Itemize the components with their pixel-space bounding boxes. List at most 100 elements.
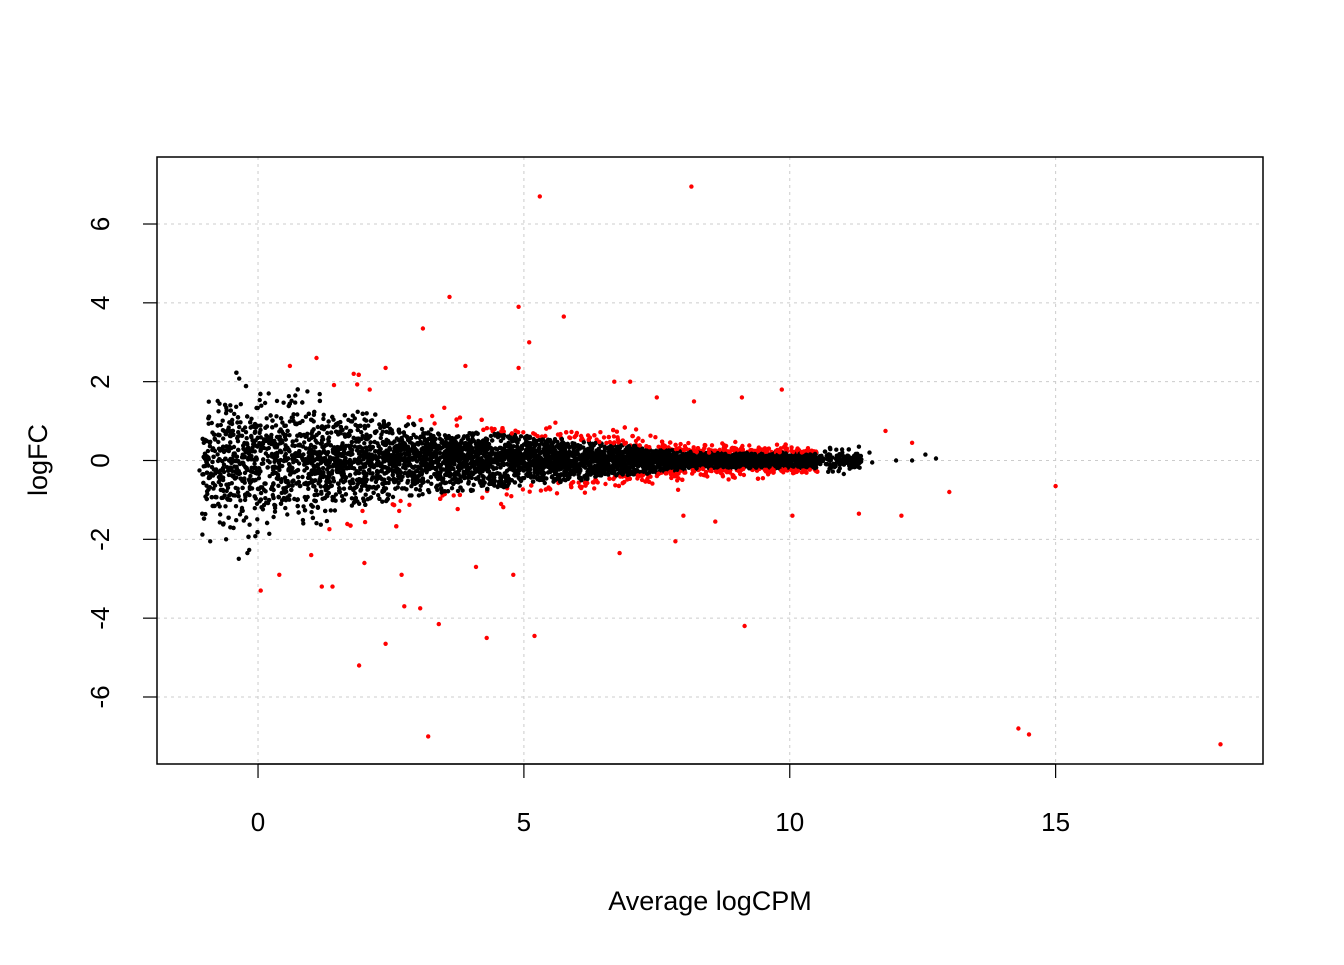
data-point — [268, 460, 272, 464]
data-point — [761, 476, 765, 480]
data-point — [242, 441, 246, 445]
data-point — [252, 466, 256, 470]
data-point — [230, 481, 234, 485]
data-point — [455, 423, 459, 427]
data-point — [641, 439, 645, 443]
data-point — [280, 491, 284, 495]
data-point — [582, 440, 586, 444]
data-point — [344, 426, 348, 430]
data-point — [333, 508, 337, 512]
data-point — [334, 492, 338, 496]
data-point — [391, 495, 395, 499]
data-point — [332, 383, 336, 387]
data-point — [301, 518, 305, 522]
data-point — [456, 507, 460, 511]
data-point — [210, 421, 214, 425]
data-point — [592, 486, 596, 490]
data-point — [342, 487, 346, 491]
data-point — [492, 432, 496, 436]
data-point — [283, 506, 287, 510]
data-point — [442, 406, 446, 410]
data-point — [309, 510, 313, 514]
data-point — [306, 487, 310, 491]
data-point — [263, 489, 267, 493]
data-point — [259, 491, 263, 495]
data-point — [302, 440, 306, 444]
data-point — [407, 503, 411, 507]
data-point — [314, 521, 318, 525]
data-point — [266, 465, 270, 469]
data-point — [241, 509, 245, 513]
data-point — [569, 430, 573, 434]
data-point — [221, 467, 225, 471]
data-point — [295, 412, 299, 416]
data-point — [362, 441, 366, 445]
data-point — [237, 376, 241, 380]
data-point — [363, 520, 367, 524]
data-point — [385, 492, 389, 496]
data-point — [284, 498, 288, 502]
data-point — [521, 430, 525, 434]
data-point — [238, 498, 242, 502]
data-point — [650, 481, 654, 485]
data-point — [322, 413, 326, 417]
data-point — [258, 398, 262, 402]
data-point — [263, 481, 267, 485]
data-point — [248, 487, 252, 491]
data-point — [234, 405, 238, 409]
data-point — [202, 464, 206, 468]
data-point — [840, 447, 844, 451]
data-point — [257, 431, 261, 435]
data-point — [244, 515, 248, 519]
data-point — [726, 477, 730, 481]
data-point — [384, 486, 388, 490]
data-point — [355, 382, 359, 386]
data-point — [272, 460, 276, 464]
data-point — [710, 443, 714, 447]
data-point — [301, 452, 305, 456]
data-point — [320, 438, 324, 442]
data-point — [686, 441, 690, 445]
data-point — [450, 486, 454, 490]
data-point — [327, 435, 331, 439]
data-point — [285, 512, 289, 516]
data-point — [536, 434, 540, 438]
data-point — [243, 498, 247, 502]
data-point — [234, 518, 238, 522]
data-point — [287, 394, 291, 398]
data-point — [405, 481, 409, 485]
data-point — [675, 478, 679, 482]
data-point — [419, 484, 423, 488]
data-point — [239, 402, 243, 406]
data-point — [420, 427, 424, 431]
data-point — [747, 443, 751, 447]
data-point — [263, 496, 267, 500]
data-point — [608, 440, 612, 444]
data-point — [232, 412, 236, 416]
data-point — [580, 436, 584, 440]
data-point — [236, 490, 240, 494]
data-point — [370, 471, 374, 475]
data-point — [480, 496, 484, 500]
data-point — [598, 430, 602, 434]
data-point — [543, 481, 547, 485]
data-point — [237, 557, 241, 561]
data-point — [271, 515, 275, 519]
data-point — [429, 475, 433, 479]
data-point — [253, 506, 257, 510]
data-point — [398, 499, 402, 503]
data-point — [499, 439, 503, 443]
data-point — [287, 493, 291, 497]
data-point — [325, 431, 329, 435]
data-point — [252, 462, 256, 466]
data-point — [430, 414, 434, 418]
data-point — [420, 492, 424, 496]
data-point — [305, 389, 309, 393]
data-point — [539, 488, 543, 492]
data-point — [216, 409, 220, 413]
data-point — [722, 448, 726, 452]
data-point — [235, 420, 239, 424]
data-point — [634, 427, 638, 431]
